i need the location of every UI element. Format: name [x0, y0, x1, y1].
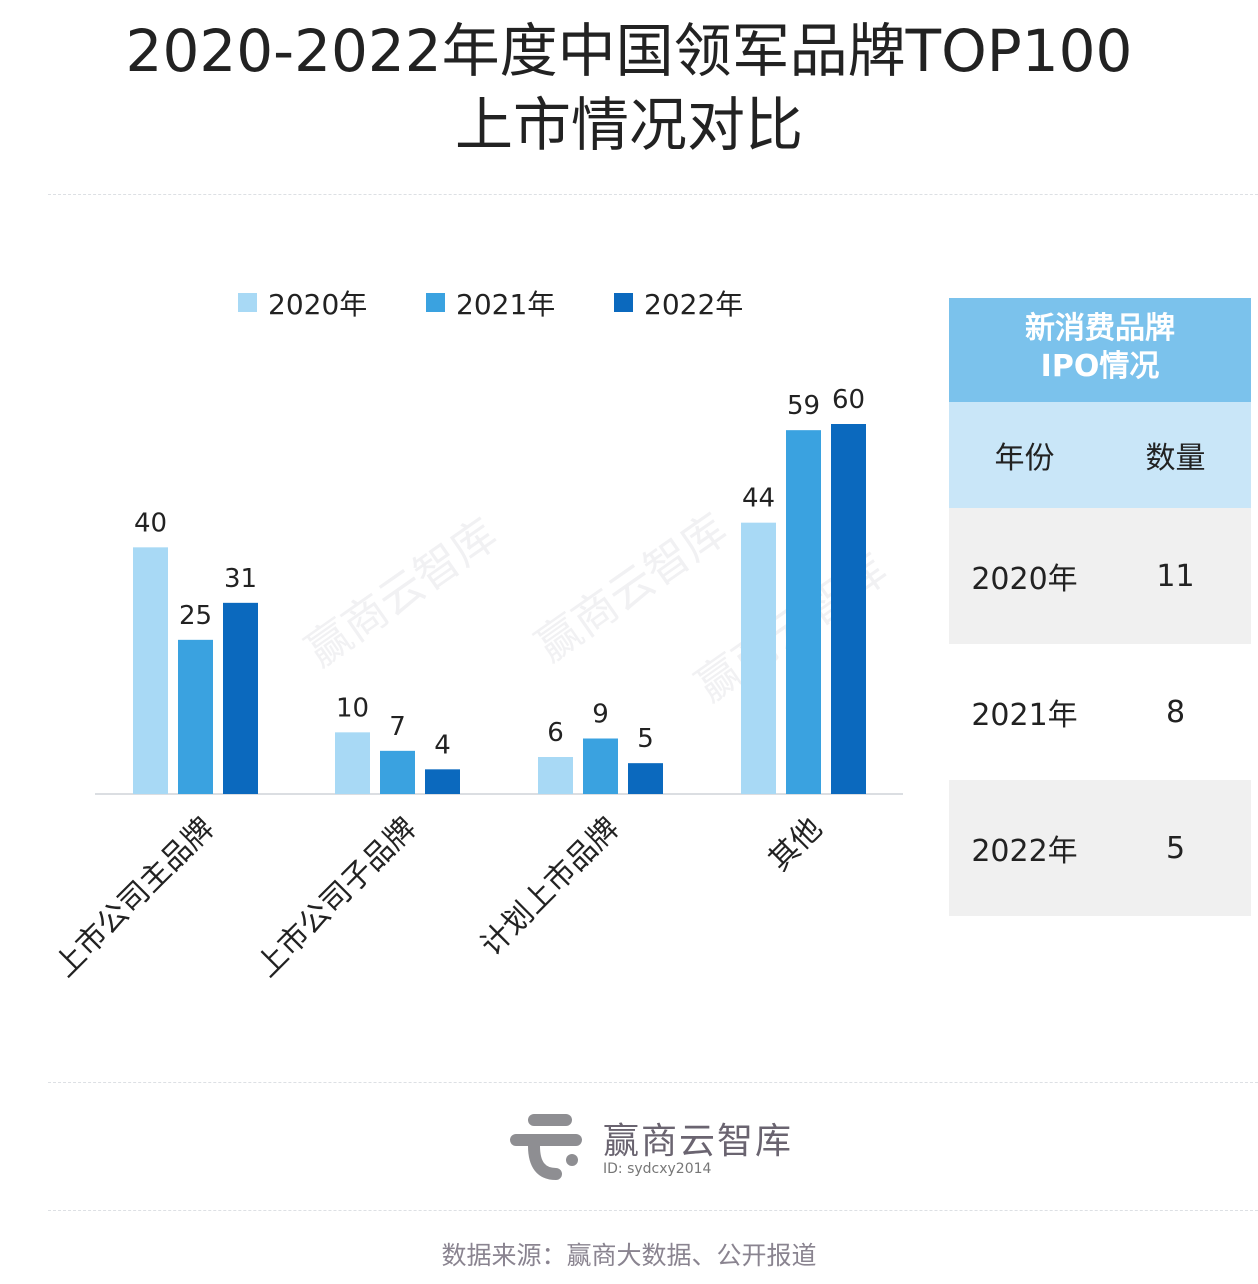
bar [538, 757, 573, 794]
ipo-table-title: 新消费品牌 IPO情况 [949, 298, 1251, 402]
data-label: 31 [224, 564, 257, 594]
data-label: 10 [336, 693, 369, 723]
legend-label: 2022年 [644, 288, 743, 321]
cell-year: 2021年 [971, 698, 1078, 733]
bar [583, 738, 618, 794]
brand-logo [510, 1114, 582, 1180]
brand-id: ID: sydcxy2014 [603, 1161, 712, 1177]
bar [628, 763, 663, 794]
divider [48, 1082, 1258, 1083]
bar [831, 424, 866, 794]
legend-label: 2021年 [456, 288, 555, 321]
header-year: 年份 [994, 441, 1055, 476]
data-label: 59 [787, 391, 820, 421]
data-label: 5 [637, 724, 654, 754]
cell-count: 5 [1165, 830, 1186, 866]
bar [380, 750, 415, 794]
ipo-table-header: 年份 数量 [949, 402, 1251, 508]
data-label: 9 [592, 700, 609, 730]
bar [786, 430, 821, 794]
legend-label: 2020年 [268, 288, 367, 321]
legend-swatch [614, 293, 633, 312]
cell-year: 2022年 [971, 834, 1078, 869]
cell-count: 11 [1156, 558, 1195, 594]
table-row: 2020年 11 [949, 508, 1251, 644]
watermark: 赢商云智库 [297, 509, 506, 677]
data-label: 4 [434, 730, 451, 760]
bar [425, 769, 460, 794]
divider [48, 194, 1258, 195]
cell-year: 2020年 [971, 562, 1078, 597]
chart-title: 2020-2022年度中国领军品牌TOP100 上市情况对比 [0, 14, 1258, 162]
bar [335, 732, 370, 794]
divider [48, 1210, 1258, 1211]
legend-swatch [426, 293, 445, 312]
watermark: 赢商云智库 [527, 504, 736, 672]
bar [133, 547, 168, 794]
table-row: 2021年 8 [949, 644, 1251, 780]
header-count: 数量 [1145, 441, 1206, 476]
category-label: 上市公司子品牌 [250, 811, 423, 984]
title-line-1: 2020-2022年度中国领军品牌TOP100 [125, 17, 1133, 85]
category-label: 上市公司主品牌 [48, 811, 221, 984]
data-label: 6 [547, 718, 564, 748]
data-label: 40 [134, 508, 167, 538]
category-label: 计划上市品牌 [474, 811, 626, 963]
bar [178, 639, 213, 794]
brand-name: 赢商云智库 [603, 1121, 794, 1162]
legend-swatch [238, 293, 257, 312]
data-label: 25 [179, 601, 212, 631]
data-source: 数据来源：赢商大数据、公开报道 [441, 1241, 817, 1270]
cell-count: 8 [1165, 694, 1186, 730]
title-line-2: 上市情况对比 [454, 91, 803, 159]
bar [223, 602, 258, 794]
ipo-table: 新消费品牌 IPO情况 年份 数量 2020年 11 2021年 8 2022年… [949, 298, 1251, 916]
data-label: 7 [389, 712, 406, 742]
category-label: 其他 [762, 811, 829, 878]
data-label: 44 [742, 484, 775, 514]
ipo-title-line: IPO情况 [1040, 349, 1160, 384]
table-row: 2022年 5 [949, 780, 1251, 916]
bar [741, 522, 776, 794]
data-label: 60 [832, 385, 865, 415]
ipo-title-line: 新消费品牌 [1025, 311, 1175, 346]
